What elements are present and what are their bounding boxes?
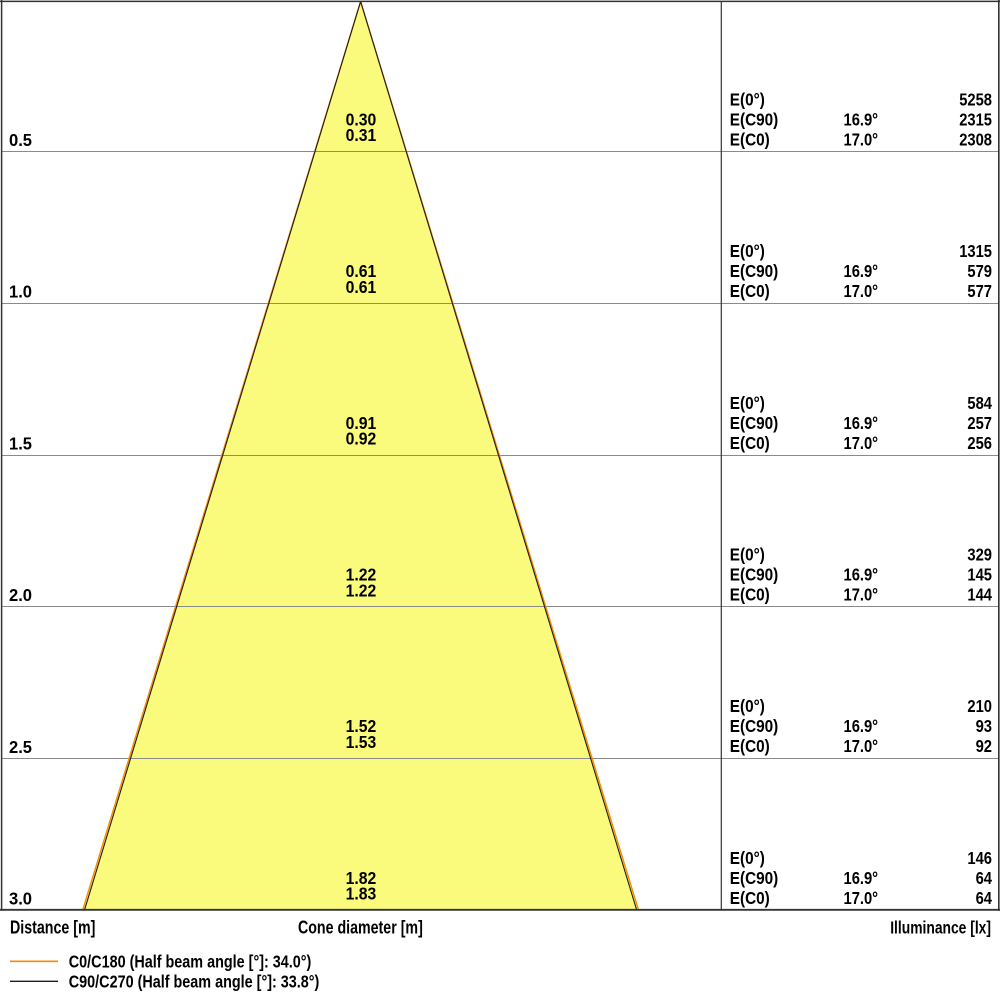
svg-text:E(C0): E(C0) bbox=[730, 736, 770, 756]
svg-text:92: 92 bbox=[976, 737, 992, 757]
svg-text:1.5: 1.5 bbox=[9, 433, 32, 454]
svg-text:579: 579 bbox=[967, 262, 992, 282]
svg-text:1.0: 1.0 bbox=[9, 281, 32, 302]
svg-text:E(C0): E(C0) bbox=[730, 584, 770, 604]
svg-text:329: 329 bbox=[967, 545, 992, 565]
svg-text:17.0°: 17.0° bbox=[844, 737, 879, 757]
svg-text:Illuminance [lx]: Illuminance [lx] bbox=[890, 918, 991, 938]
svg-text:1.82: 1.82 bbox=[346, 868, 377, 888]
svg-text:17.0°: 17.0° bbox=[844, 585, 879, 605]
svg-text:210: 210 bbox=[967, 697, 992, 717]
svg-text:0.31: 0.31 bbox=[346, 125, 377, 145]
svg-text:E(C0): E(C0) bbox=[730, 281, 770, 301]
svg-text:16.9°: 16.9° bbox=[844, 413, 879, 433]
svg-text:E(C90): E(C90) bbox=[730, 716, 778, 736]
svg-text:1.52: 1.52 bbox=[346, 716, 377, 736]
svg-text:17.0°: 17.0° bbox=[844, 282, 879, 302]
svg-text:16.9°: 16.9° bbox=[844, 110, 879, 130]
svg-text:17.0°: 17.0° bbox=[844, 433, 879, 453]
svg-text:16.9°: 16.9° bbox=[844, 565, 879, 585]
svg-text:0.91: 0.91 bbox=[346, 413, 377, 433]
svg-text:0.92: 0.92 bbox=[346, 429, 377, 449]
svg-text:145: 145 bbox=[967, 565, 992, 585]
svg-text:E(C90): E(C90) bbox=[730, 261, 778, 281]
svg-text:1.22: 1.22 bbox=[346, 565, 377, 585]
svg-text:E(C0): E(C0) bbox=[730, 888, 770, 908]
svg-text:577: 577 bbox=[967, 282, 992, 302]
svg-text:16.9°: 16.9° bbox=[844, 717, 879, 737]
svg-text:E(C90): E(C90) bbox=[730, 109, 778, 129]
svg-text:5258: 5258 bbox=[959, 90, 992, 110]
svg-text:93: 93 bbox=[976, 717, 992, 737]
svg-text:17.0°: 17.0° bbox=[844, 130, 879, 150]
svg-text:256: 256 bbox=[967, 433, 992, 453]
svg-text:E(0°): E(0°) bbox=[730, 393, 765, 413]
svg-text:1.22: 1.22 bbox=[346, 580, 377, 600]
svg-text:E(C90): E(C90) bbox=[730, 413, 778, 433]
svg-text:E(C0): E(C0) bbox=[730, 129, 770, 149]
svg-text:2308: 2308 bbox=[959, 130, 992, 150]
svg-text:E(C0): E(C0) bbox=[730, 433, 770, 453]
svg-text:1.83: 1.83 bbox=[346, 884, 377, 904]
svg-text:16.9°: 16.9° bbox=[844, 262, 879, 282]
svg-text:Distance [m]: Distance [m] bbox=[10, 918, 95, 938]
svg-text:16.9°: 16.9° bbox=[844, 869, 879, 889]
svg-text:0.5: 0.5 bbox=[9, 129, 32, 150]
svg-text:Cone diameter [m]: Cone diameter [m] bbox=[298, 918, 423, 938]
svg-text:64: 64 bbox=[976, 869, 993, 889]
svg-text:C0/C180 (Half beam angle [°]:: C0/C180 (Half beam angle [°]: 34.0°) bbox=[69, 952, 312, 972]
svg-text:257: 257 bbox=[967, 413, 992, 433]
svg-text:0.61: 0.61 bbox=[346, 261, 377, 281]
svg-text:C90/C270 (Half beam angle [°]:: C90/C270 (Half beam angle [°]: 33.8°) bbox=[69, 972, 320, 992]
svg-text:1315: 1315 bbox=[959, 242, 992, 262]
svg-text:1.53: 1.53 bbox=[346, 732, 377, 752]
svg-text:2.0: 2.0 bbox=[9, 584, 32, 605]
svg-text:3.0: 3.0 bbox=[9, 888, 32, 909]
svg-text:144: 144 bbox=[967, 585, 992, 605]
svg-text:E(0°): E(0°) bbox=[730, 848, 765, 868]
svg-text:E(0°): E(0°) bbox=[730, 89, 765, 109]
svg-text:17.0°: 17.0° bbox=[844, 889, 879, 909]
svg-text:E(0°): E(0°) bbox=[730, 696, 765, 716]
svg-text:584: 584 bbox=[967, 393, 992, 413]
svg-text:0.61: 0.61 bbox=[346, 277, 377, 297]
svg-text:2.5: 2.5 bbox=[9, 736, 32, 757]
svg-text:0.30: 0.30 bbox=[346, 109, 377, 129]
svg-text:E(C90): E(C90) bbox=[730, 564, 778, 584]
svg-text:E(0°): E(0°) bbox=[730, 544, 765, 564]
svg-text:146: 146 bbox=[967, 849, 992, 869]
svg-text:2315: 2315 bbox=[959, 110, 992, 130]
svg-text:E(C90): E(C90) bbox=[730, 868, 778, 888]
svg-text:E(0°): E(0°) bbox=[730, 241, 765, 261]
svg-text:64: 64 bbox=[976, 889, 993, 909]
